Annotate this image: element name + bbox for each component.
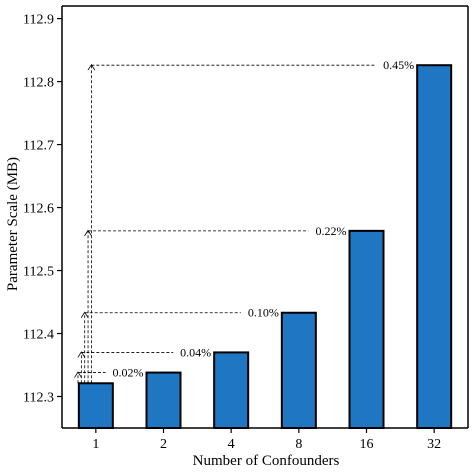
annotation-label-16: 0.22% bbox=[316, 224, 347, 238]
y-axis-title: Parameter Scale (MB) bbox=[5, 157, 21, 291]
x-axis-title: Number of Confounders bbox=[193, 453, 340, 469]
annotation-label-4: 0.04% bbox=[180, 345, 211, 359]
annotation-label-8: 0.10% bbox=[248, 306, 279, 320]
annotation-label-32: 0.45% bbox=[383, 58, 414, 72]
x-tick-label: 2 bbox=[160, 437, 167, 452]
x-tick-label: 32 bbox=[427, 437, 441, 452]
y-tick-label: 112.4 bbox=[23, 328, 54, 343]
y-tick-label: 112.7 bbox=[23, 139, 54, 154]
bar-1 bbox=[77, 382, 114, 430]
bar-2 bbox=[145, 371, 182, 429]
y-tick-label: 112.5 bbox=[23, 265, 54, 280]
bar-32 bbox=[416, 64, 453, 430]
x-tick-label: 16 bbox=[360, 437, 374, 452]
y-tick-label: 112.8 bbox=[23, 76, 54, 91]
bar-4 bbox=[213, 351, 250, 429]
y-tick-label: 112.6 bbox=[23, 202, 54, 217]
x-tick-label: 4 bbox=[228, 437, 235, 452]
bar-16 bbox=[348, 229, 385, 429]
y-tick-label: 112.3 bbox=[23, 391, 54, 406]
y-tick-label: 112.9 bbox=[23, 13, 54, 28]
x-tick-label: 8 bbox=[295, 437, 302, 452]
annotation-label-2: 0.02% bbox=[113, 366, 144, 380]
bar-8 bbox=[280, 311, 317, 429]
plot-area: 0.02% 0.04% 0.10% 0.22% 0.45% 112.3 112.4 112.5… bbox=[23, 5, 469, 452]
x-tick-label: 1 bbox=[92, 437, 99, 452]
